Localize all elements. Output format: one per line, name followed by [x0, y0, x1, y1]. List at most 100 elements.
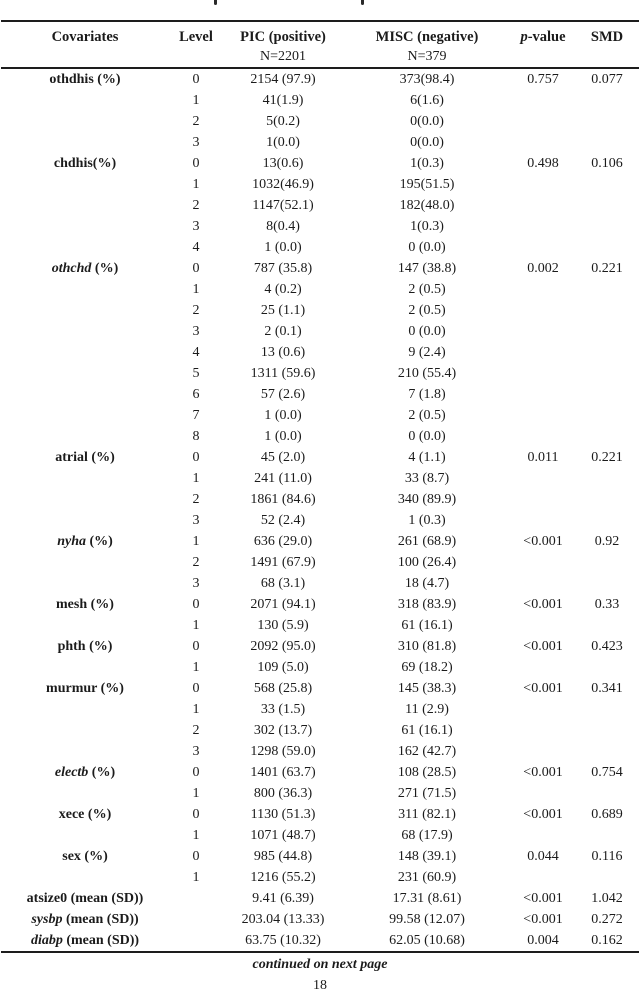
p-value-cell [511, 426, 575, 447]
covariate-cell: atsize0 (mean (SD)) [1, 888, 169, 909]
covariate-cell: chdhis(%) [1, 153, 169, 174]
level-cell: 1 [192, 93, 200, 108]
pic-value-cell: 4 (0.2) [264, 282, 302, 297]
covariate-cell [1, 237, 169, 258]
level-cell [169, 930, 223, 952]
pic-value-cell: 2071 (94.1) [250, 597, 316, 612]
smd-value-cell: 0.754 [591, 765, 623, 780]
smd-value-cell [575, 573, 639, 594]
covariate-cell: sex (%) [1, 846, 169, 867]
covariate-name: othdhis [49, 72, 94, 87]
smd-value-cell [575, 111, 639, 132]
covariate-name: murmur [46, 681, 98, 696]
covariate-suffix: (%) [87, 450, 115, 465]
covariate-name: sex [62, 849, 81, 864]
pic-value-cell: 9.41 (6.39) [252, 891, 314, 906]
covariate-cell [1, 510, 169, 531]
level-cell: 3 [192, 513, 200, 528]
pic-value-cell: 985 (44.8) [253, 849, 313, 864]
covariate-cell [1, 216, 169, 237]
misc-value-cell: 1 (0.3) [408, 513, 446, 528]
covariate-cell [1, 405, 169, 426]
pic-value-cell: 1216 (55.2) [250, 870, 316, 885]
p-value-cell [511, 720, 575, 741]
table-header: Covariates Level PIC (positive) MISC (ne… [1, 21, 639, 68]
level-cell: 4 [192, 240, 200, 255]
covariate-cell [1, 825, 169, 846]
p-value-cell: 0.011 [527, 450, 559, 465]
covariate-cell [1, 111, 169, 132]
covariate-suffix: (%) [97, 681, 124, 696]
p-value-cell [511, 300, 575, 321]
covariate-cell: sysbp (mean (SD)) [1, 909, 169, 930]
smd-value-cell [575, 615, 639, 636]
table-row: mesh (%) 0 2071 (94.1) 318 (83.9) <0.001… [1, 594, 639, 615]
pic-value-cell: 302 (13.7) [253, 723, 313, 738]
smd-value-cell: 0.341 [591, 681, 623, 696]
smd-value-cell [575, 825, 639, 846]
misc-value-cell: 2 (0.5) [408, 303, 446, 318]
smd-value-cell [575, 279, 639, 300]
table-row: 3 1(0.0) 0(0.0) [1, 132, 639, 153]
pic-value-cell: 63.75 (10.32) [245, 933, 321, 948]
pic-value-cell: 1071 (48.7) [250, 828, 316, 843]
misc-value-cell: 0(0.0) [410, 114, 444, 129]
level-cell: 2 [192, 555, 200, 570]
table-row: 4 13 (0.6) 9 (2.4) [1, 342, 639, 363]
level-cell: 0 [192, 681, 200, 696]
covariate-cell [1, 132, 169, 153]
pic-value-cell: 2 (0.1) [264, 324, 302, 339]
level-cell: 8 [192, 429, 200, 444]
pic-value-cell: 1130 (51.3) [250, 807, 316, 822]
table-row: 3 52 (2.4) 1 (0.3) [1, 510, 639, 531]
p-value-cell [511, 468, 575, 489]
misc-value-cell: 310 (81.8) [397, 639, 457, 654]
table-row: 6 57 (2.6) 7 (1.8) [1, 384, 639, 405]
pic-sample-size: N=2201 [259, 49, 306, 64]
pic-value-cell: 68 (3.1) [260, 576, 306, 591]
smd-value-cell [575, 510, 639, 531]
smd-value-cell: 0.689 [591, 807, 623, 822]
covariate-cell [1, 384, 169, 405]
p-value-cell: 0.002 [527, 261, 559, 276]
level-cell: 0 [192, 807, 200, 822]
level-cell: 2 [192, 492, 200, 507]
covariate-cell [1, 300, 169, 321]
table-row: diabp (mean (SD)) 63.75 (10.32) 62.05 (1… [1, 930, 639, 952]
smd-value-cell: 0.272 [591, 912, 623, 927]
table-row: 2 5(0.2) 0(0.0) [1, 111, 639, 132]
level-cell [169, 888, 223, 909]
level-cell: 3 [192, 744, 200, 759]
covariate-cell [1, 720, 169, 741]
pic-value-cell: 203.04 (13.33) [241, 912, 325, 927]
misc-value-cell: 7 (1.8) [408, 387, 446, 402]
level-cell: 7 [192, 408, 200, 423]
pic-value-cell: 130 (5.9) [257, 618, 309, 633]
p-value-italic-p: p [520, 29, 528, 45]
level-cell: 4 [192, 345, 200, 360]
covariates-table: Covariates Level PIC (positive) MISC (ne… [1, 20, 639, 953]
covariate-cell: diabp (mean (SD)) [1, 930, 169, 952]
table-row: 1 1032(46.9) 195(51.5) [1, 174, 639, 195]
covariate-cell: xece (%) [1, 804, 169, 825]
level-cell: 0 [192, 450, 200, 465]
covariate-cell: othchd (%) [1, 258, 169, 279]
p-value-cell [511, 132, 575, 153]
table-row: murmur (%) 0 568 (25.8) 145 (38.3) <0.00… [1, 678, 639, 699]
covariate-name: sysbp [31, 912, 63, 927]
level-cell: 1 [192, 786, 200, 801]
pic-value-cell: 5(0.2) [266, 114, 300, 129]
level-cell: 1 [192, 660, 200, 675]
covariate-suffix: (%) [85, 534, 113, 549]
table-row: 2 302 (13.7) 61 (16.1) [1, 720, 639, 741]
covariate-cell [1, 657, 169, 678]
col-header-p-value: p-value [511, 21, 575, 47]
misc-value-cell: 0 (0.0) [408, 240, 446, 255]
covariate-cell [1, 426, 169, 447]
smd-value-cell [575, 783, 639, 804]
smd-value-cell [575, 405, 639, 426]
smd-value-cell [575, 552, 639, 573]
misc-value-cell: 195(51.5) [399, 177, 455, 192]
misc-value-cell: 2 (0.5) [408, 408, 446, 423]
p-value-cell [511, 90, 575, 111]
